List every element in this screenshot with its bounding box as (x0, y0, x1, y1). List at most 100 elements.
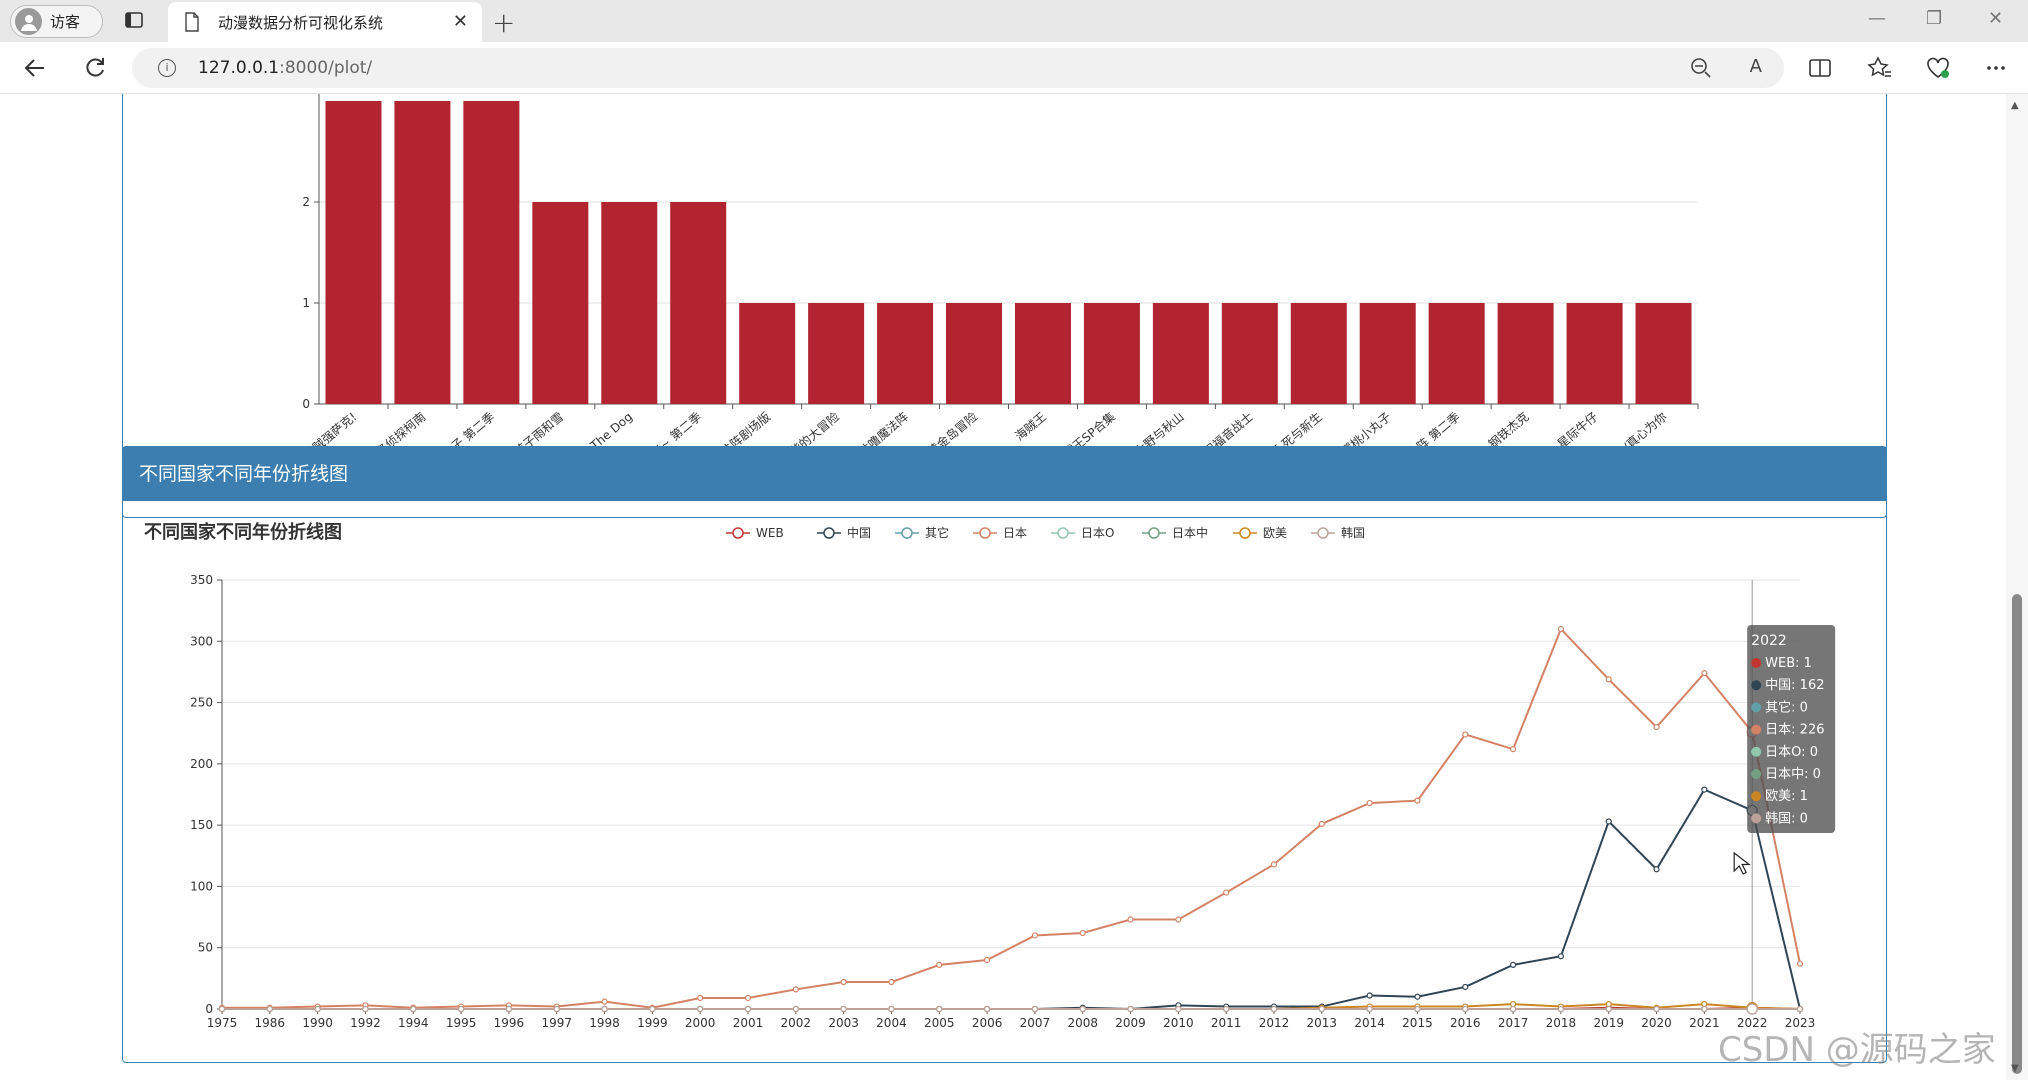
x-tick-label: 2013 (1307, 1016, 1338, 1030)
user-avatar-icon (15, 8, 42, 35)
data-point (314, 1005, 321, 1013)
x-tick-label: 海贼王 (1012, 409, 1049, 444)
legend-label: 日本O (1081, 526, 1114, 540)
data-point (1557, 953, 1565, 960)
data-point (983, 1005, 991, 1013)
minimize-button[interactable]: — (1868, 8, 1886, 29)
url-text[interactable]: 127.0.0.1:8000/plot/ (198, 58, 373, 78)
data-point (840, 1005, 847, 1013)
x-tick-label: 2011 (1211, 1016, 1242, 1030)
tooltip-row: WEB: 1 (1765, 656, 1812, 671)
data-point (1270, 1005, 1278, 1013)
data-point (1414, 993, 1421, 1000)
data-point (1605, 818, 1612, 825)
more-options-icon[interactable] (1982, 54, 2010, 82)
data-point (1701, 786, 1708, 793)
read-aloud-icon[interactable]: A (1749, 56, 1762, 77)
y-tick-label: 0 (205, 1002, 213, 1016)
bar (532, 202, 589, 404)
data-point (218, 1005, 226, 1013)
restore-button[interactable]: ❐ (1926, 8, 1943, 29)
legend-item: WEB (726, 526, 784, 540)
series-日本 (218, 625, 1804, 1011)
address-bar[interactable]: i 127.0.0.1:8000/plot/ A (132, 48, 1784, 88)
tooltip-row: 日本: 226 (1765, 723, 1824, 738)
bar (1152, 303, 1209, 404)
site-info-icon[interactable]: i (158, 59, 176, 77)
line-chart: 不同国家不同年份折线图 WEB 中国 其它 日本 日本O 日本中 欧美 韩国 0 50 100 150 2… (144, 521, 1836, 1030)
tab-actions-icon[interactable] (124, 10, 144, 30)
x-tick-label: 2000 (685, 1016, 716, 1030)
bar (1635, 303, 1692, 404)
bar (877, 303, 934, 404)
data-point (1175, 916, 1182, 923)
x-tick-label: 2016 (1450, 1016, 1481, 1030)
data-point (553, 1005, 560, 1013)
bar (670, 202, 727, 404)
data-point (1223, 889, 1230, 896)
legend-item: 韩国 (1311, 525, 1365, 540)
profile-label: 访客 (50, 13, 81, 31)
bar (394, 101, 451, 404)
close-tab-icon[interactable]: ✕ (452, 11, 468, 32)
x-tick-label: 1997 (541, 1016, 572, 1030)
x-tick-label: 2001 (733, 1016, 764, 1030)
scrollbar-thumb[interactable] (2012, 594, 2022, 1074)
data-point (1270, 861, 1278, 868)
legend-marker (1148, 527, 1160, 539)
data-point (1031, 1005, 1039, 1013)
data-point (936, 961, 943, 968)
tooltip-swatch (1751, 724, 1762, 735)
tooltip-row: 中国: 162 (1765, 678, 1824, 693)
back-arrow-icon[interactable] (22, 55, 48, 81)
legend-marker (1239, 527, 1251, 539)
legend-marker (901, 527, 913, 539)
new-tab-button[interactable]: + (492, 6, 516, 39)
x-tick-label: 2015 (1402, 1016, 1433, 1030)
zoom-icon[interactable] (1690, 57, 1712, 79)
data-point (1701, 1005, 1708, 1013)
legend-marker (823, 527, 835, 539)
y-tick-label: 0 (302, 397, 310, 411)
data-point (983, 956, 991, 964)
data-point (1701, 1000, 1708, 1008)
data-point (1462, 983, 1469, 991)
tooltip-swatch (1751, 746, 1762, 757)
page-scrollbar[interactable]: ▲ ▼ (2006, 94, 2028, 1080)
data-point (792, 1005, 799, 1013)
data-point (1701, 670, 1708, 677)
data-point (1796, 1005, 1804, 1013)
scroll-down-icon[interactable]: ▼ (2011, 1063, 2019, 1074)
tooltip-swatch (1751, 813, 1762, 824)
tooltip-swatch (1751, 658, 1762, 668)
split-screen-icon[interactable] (1806, 54, 1834, 82)
scroll-up-icon[interactable]: ▲ (2011, 100, 2019, 111)
x-tick-label: 2006 (972, 1016, 1003, 1030)
close-window-button[interactable]: ✕ (1988, 8, 2004, 29)
legend-label: WEB (756, 526, 784, 540)
bar (1014, 303, 1071, 404)
favorites-icon[interactable] (1866, 54, 1894, 82)
y-tick-label: 50 (198, 941, 213, 955)
bar (808, 303, 865, 404)
x-tick-label: 1999 (637, 1016, 668, 1030)
data-point (1031, 932, 1039, 939)
browser-essentials-icon[interactable] (1924, 54, 1952, 82)
data-point (1605, 676, 1612, 683)
y-tick-label: 300 (190, 634, 213, 648)
x-tick-label: 2019 (1593, 1016, 1624, 1030)
x-tick-label: 2005 (924, 1016, 955, 1030)
data-point (1366, 992, 1373, 999)
active-tab[interactable]: 动漫数据分析可视化系统 ✕ (168, 2, 482, 42)
tooltip-box (1747, 625, 1836, 833)
x-tick-label: 2022 (1737, 1016, 1768, 1030)
data-point (1223, 1005, 1230, 1013)
tooltip-swatch (1751, 791, 1762, 802)
data-point (744, 994, 752, 1002)
data-point (1653, 723, 1660, 731)
profile-button[interactable]: 访客 (10, 5, 103, 38)
series-中国 (218, 786, 1804, 1013)
refresh-icon[interactable] (82, 55, 108, 81)
legend-marker (1057, 527, 1069, 539)
page-content: 0 1 2 超...海贼强萨克! 名侦探柯南 ...小丸子 第二季 ...的孩子雨和雪...… (0, 94, 2028, 1080)
